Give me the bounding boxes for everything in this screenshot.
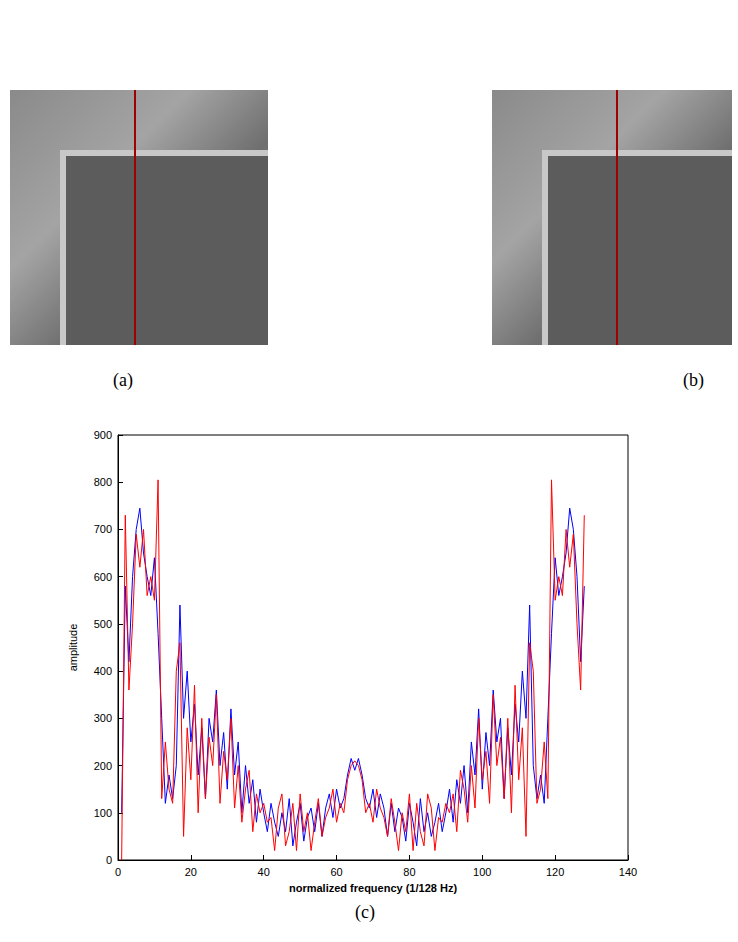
svg-text:100: 100 [473, 866, 491, 878]
svg-text:amplitude: amplitude [67, 624, 79, 672]
svg-text:0: 0 [115, 866, 121, 878]
svg-text:60: 60 [330, 866, 342, 878]
svg-text:400: 400 [94, 665, 112, 677]
svg-text:40: 40 [258, 866, 270, 878]
svg-text:100: 100 [94, 807, 112, 819]
svg-text:700: 700 [94, 523, 112, 535]
svg-text:20: 20 [185, 866, 197, 878]
svg-text:200: 200 [94, 760, 112, 772]
svg-text:80: 80 [403, 866, 415, 878]
svg-text:normalized frequency (1/128 Hz: normalized frequency (1/128 Hz) [289, 882, 457, 894]
svg-text:0: 0 [106, 854, 112, 866]
html-text:(c): (c) [355, 902, 375, 922]
html-text:(b): (b) [683, 370, 704, 390]
svg-text:300: 300 [94, 712, 112, 724]
svg-text:500: 500 [94, 618, 112, 630]
svg-text:800: 800 [94, 476, 112, 488]
svg-text:120: 120 [546, 866, 564, 878]
svg-text:140: 140 [619, 866, 637, 878]
html-text:(a): (a) [113, 370, 133, 390]
svg-text:900: 900 [94, 429, 112, 441]
svg-text:600: 600 [94, 571, 112, 583]
